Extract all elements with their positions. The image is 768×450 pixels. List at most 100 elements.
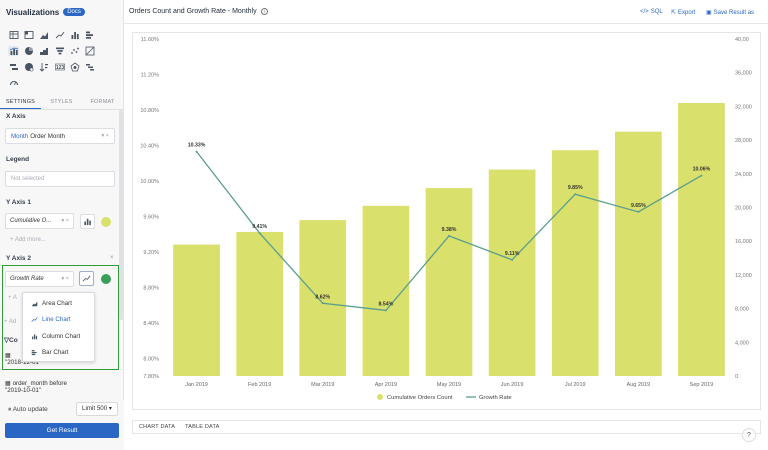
y-axis2-add-more[interactable]: + A: [8, 295, 17, 301]
condition-2-field: order_month before: [12, 380, 67, 387]
y-axis2-field[interactable]: Growth Rate ▾ ×: [5, 271, 74, 287]
range-chart-icon[interactable]: [8, 62, 19, 72]
right-axis-tick-label: 24,000: [735, 172, 752, 178]
area-chart-icon[interactable]: [39, 30, 50, 40]
left-axis-tick-label: 10.80%: [140, 108, 159, 114]
chart-container: 7.80% 8.00% 8.40% 8.80% 9.20% 9.60% 10.00% 10.4…: [132, 32, 761, 410]
report-header: Orders Count and Growth Rate - Monthly i: [124, 0, 768, 24]
right-axis-tick-label: 32,000: [735, 104, 752, 110]
line-point: [511, 258, 514, 261]
settings-scrollbar[interactable]: [119, 110, 123, 320]
bar-chart-icon[interactable]: [85, 30, 96, 40]
tab-settings[interactable]: SETTINGS: [0, 96, 41, 109]
gauge-chart-icon[interactable]: [8, 78, 19, 88]
column-chart-icon: [32, 334, 38, 340]
tab-styles[interactable]: STYLES: [50, 99, 73, 105]
sort-chart-icon[interactable]: [39, 62, 50, 72]
table-icon[interactable]: [8, 30, 19, 40]
left-axis-tick-label: 9.60%: [143, 214, 159, 220]
filter-icon: ▽: [4, 337, 9, 344]
pivot-table-icon[interactable]: [23, 30, 34, 40]
heatmap-icon[interactable]: [85, 46, 96, 56]
number-chart-icon[interactable]: 123: [54, 62, 65, 72]
bar: [614, 131, 662, 376]
limit-select[interactable]: Limit 500 ▾: [76, 402, 118, 416]
condition-item-1[interactable]: ▦ "2018-12-01": [5, 352, 113, 366]
right-axis-tick-label: 28,000: [735, 138, 752, 144]
export-button[interactable]: ⇱ Export: [671, 9, 696, 17]
bar: [236, 231, 284, 376]
save-result-button[interactable]: ▣ Save Result as: [706, 9, 755, 17]
docs-badge[interactable]: Docs: [63, 8, 85, 16]
empty-slot: [100, 30, 111, 40]
x-axis-field-controls[interactable]: ▾ ×: [101, 133, 109, 139]
step-chart-icon[interactable]: [39, 46, 50, 56]
tab-table-data[interactable]: TABLE DATA: [185, 424, 220, 430]
x-axis-value: Order Month: [30, 132, 65, 140]
condition-1-value: "2018-12-01": [5, 359, 42, 366]
report-title[interactable]: Orders Count and Growth Rate - Monthly: [129, 8, 257, 15]
tab-format[interactable]: FORMAT: [90, 99, 115, 105]
pause-icon: ⏸: [8, 406, 12, 413]
funnel-chart-icon[interactable]: [54, 46, 65, 56]
menu-item-line-chart[interactable]: Line Chart: [23, 312, 94, 329]
y-axis1-chart-type-button[interactable]: [80, 214, 95, 229]
line-point: [195, 150, 198, 153]
settings-tabs: SETTINGS STYLES FORMAT: [0, 96, 123, 110]
x-axis-tick-label: Aug 2019: [627, 382, 651, 388]
y-axis2-controls[interactable]: ▾ ×: [61, 276, 69, 282]
auto-update-toggle[interactable]: ⏸ Auto update: [8, 406, 48, 413]
column-chart-icon[interactable]: [70, 30, 81, 40]
condition-2-value: "2019-10-01": [5, 387, 42, 394]
x-axis-granularity[interactable]: Month: [11, 132, 29, 140]
radar-chart-icon[interactable]: [70, 62, 81, 72]
menu-item-area-chart[interactable]: Area Chart: [23, 295, 94, 312]
data-label: 9.38%: [442, 227, 457, 233]
combo-chart: 7.80% 8.00% 8.40% 8.80% 9.20% 9.60% 10.00% 10.4…: [140, 37, 752, 401]
x-axis-tick-label: Feb 2019: [248, 382, 271, 388]
sql-button[interactable]: </> SQL: [640, 9, 663, 15]
left-axis-tick-label: 10.00%: [140, 179, 159, 185]
y-axis2-remove-icon[interactable]: ×: [110, 255, 114, 261]
left-axis-tick-label: 10.40%: [140, 143, 159, 149]
get-result-button[interactable]: Get Result: [5, 423, 119, 438]
bar: [551, 150, 599, 376]
pie-chart-icon[interactable]: [23, 46, 34, 56]
line-point: [637, 210, 640, 213]
gantt-chart-icon[interactable]: [85, 62, 96, 72]
code-icon: </>: [640, 9, 649, 15]
menu-item-column-chart[interactable]: Column Chart: [23, 328, 94, 345]
line-chart-icon[interactable]: [54, 30, 65, 40]
data-label: 9.85%: [568, 185, 583, 191]
tab-chart-data[interactable]: CHART DATA: [139, 424, 176, 430]
y-axis2-add-more-2[interactable]: + Ad: [4, 319, 17, 325]
result-tabs: CHART DATA TABLE DATA: [132, 420, 761, 434]
left-axis-tick-label: 8.00%: [143, 356, 159, 362]
y-axis1-value: Cumulative O...: [10, 218, 52, 224]
combo-chart-icon[interactable]: [8, 46, 19, 56]
bar: [362, 205, 410, 376]
x-axis-tick-label: Jun 2019: [501, 382, 524, 388]
menu-item-bar-chart[interactable]: Bar Chart: [23, 345, 94, 362]
bar: [173, 244, 220, 376]
line-chart-icon: [31, 317, 38, 323]
y-axis1-field[interactable]: Cumulative O... ▾ ×: [5, 213, 74, 229]
y-axis2-chart-type-button[interactable]: [79, 271, 94, 286]
line-point: [700, 174, 703, 177]
scatter-chart-icon[interactable]: [70, 46, 81, 56]
info-icon[interactable]: i: [260, 8, 268, 15]
line-chart-icon: [82, 275, 91, 282]
y-axis1-add-more[interactable]: + Add more...: [10, 237, 46, 243]
data-label: 9.65%: [631, 203, 646, 209]
x-axis-field[interactable]: Month Order Month ▾ ×: [5, 128, 115, 144]
calendar-icon: ▦: [5, 352, 11, 359]
svg-text:123: 123: [56, 65, 65, 71]
map-icon[interactable]: [23, 62, 34, 72]
x-axis-tick-label: Mar 2019: [311, 382, 334, 388]
condition-item-2[interactable]: ▦ order_month before "2019-10-01": [5, 380, 113, 394]
y-axis2-color-swatch[interactable]: [101, 273, 111, 284]
help-button[interactable]: ?: [742, 428, 756, 442]
y-axis1-color-swatch[interactable]: [101, 216, 111, 227]
y-axis1-controls[interactable]: ▾ ×: [61, 218, 69, 224]
legend-field[interactable]: Not selected: [5, 171, 115, 187]
